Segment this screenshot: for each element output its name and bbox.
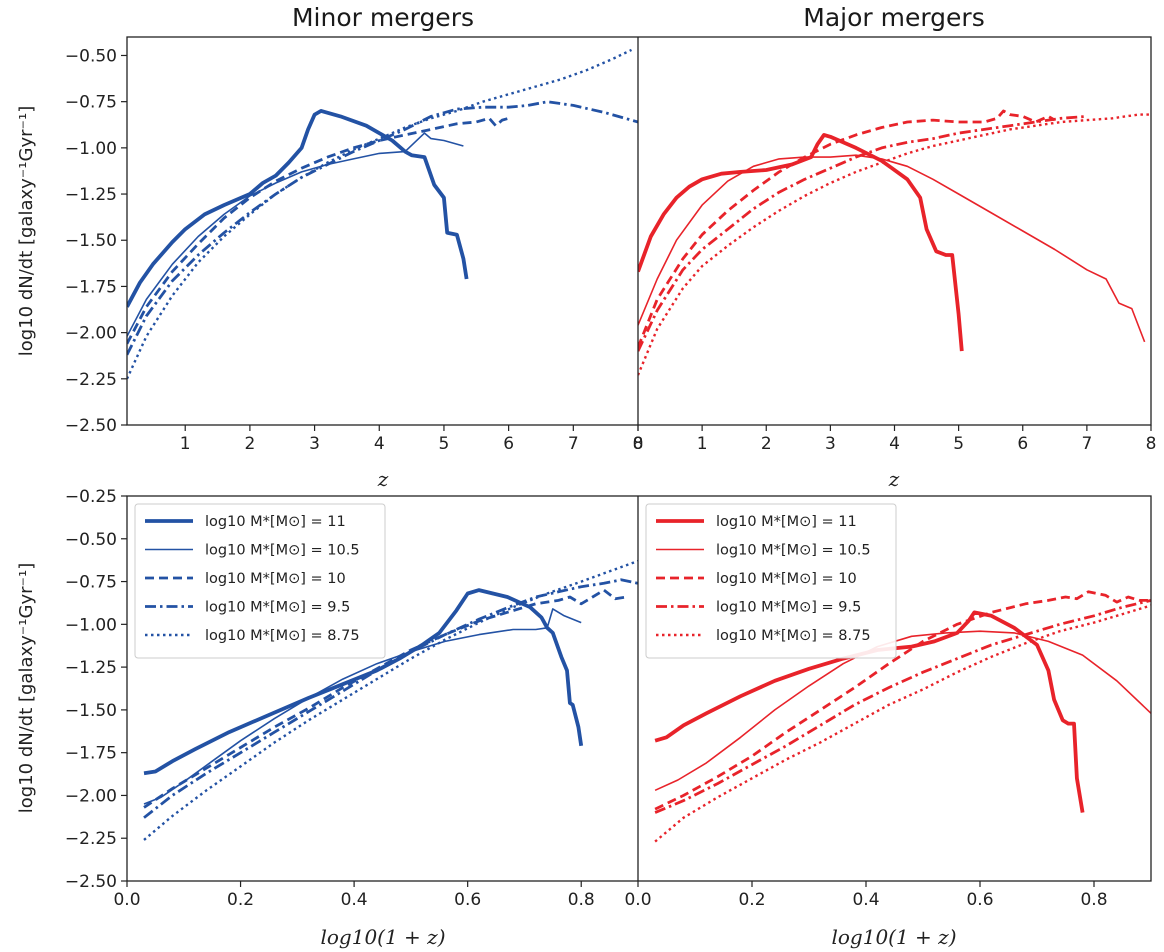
legend-box xyxy=(645,503,897,659)
series-line-3 xyxy=(638,109,1056,348)
x-tick-label: 0.6 xyxy=(454,890,481,910)
x-tick-label: 0.8 xyxy=(568,890,595,910)
series-line-2 xyxy=(143,608,582,805)
y-tick-label: −0.50 xyxy=(65,46,117,66)
y-tick-label: −2.00 xyxy=(65,786,117,806)
y-tick-label: −0.25 xyxy=(65,487,117,507)
x-tick-label: 0.2 xyxy=(227,890,254,910)
panel-minor-logz: 0.0 0.2 0.4 0.6 0.8 −2.50 −2.25 −2.00 −1.75 −1.50… xyxy=(65,487,638,910)
legend-label-2: log10 M*[M⊙] = 10.5 xyxy=(716,543,871,559)
x-tick-label: 0.6 xyxy=(966,890,993,910)
x-tick-label: 2 xyxy=(761,434,772,454)
x-tick-label: 4 xyxy=(374,434,385,454)
x-axis-label-top-right: z xyxy=(888,467,900,491)
y-tick-label: −1.25 xyxy=(65,185,117,205)
x-tick-label: 0.4 xyxy=(852,890,879,910)
title-major-mergers: Major mergers xyxy=(803,3,984,32)
y-tick-label: −2.50 xyxy=(65,416,117,436)
series-group xyxy=(638,109,1151,376)
x-tick-label: 2 xyxy=(244,434,255,454)
series-line-2 xyxy=(638,154,1146,343)
x-tick-label: 0.0 xyxy=(113,890,140,910)
series-line-4 xyxy=(143,578,638,819)
x-tick-label: 7 xyxy=(568,434,579,454)
series-line-1 xyxy=(654,610,1085,813)
series-line-3 xyxy=(127,116,509,345)
x-tick-label: 0.2 xyxy=(738,890,765,910)
x-tick-label: 4 xyxy=(889,434,900,454)
x-tick-label: 0 xyxy=(633,434,644,454)
series-group xyxy=(127,48,638,380)
legend-minor-logz: log10 M*[M⊙] = 11 log10 M*[M⊙] = 10.5 log1… xyxy=(134,503,386,659)
panel-minor-z: 1 2 3 4 5 6 7 8 −2.50 −2.25 −2.00 −1.75 −1.50 −1.25 −1… xyxy=(65,46,644,454)
x-tick-label: 7 xyxy=(1081,434,1092,454)
panel-major-z: 0 1 2 3 4 5 6 7 8 xyxy=(633,109,1157,454)
series-line-1 xyxy=(143,588,584,776)
title-minor-mergers: Minor mergers xyxy=(292,3,474,32)
x-tick-label: 5 xyxy=(439,434,450,454)
y-tick-label: −2.50 xyxy=(65,872,117,892)
y-tick-label: −1.50 xyxy=(65,231,117,251)
axes-frame-top xyxy=(126,36,1152,426)
series-line-4 xyxy=(127,100,638,356)
y-tick-label: −1.50 xyxy=(65,701,117,721)
legends: log10 M*[M⊙] = 11 log10 M*[M⊙] = 10.5 log1… xyxy=(134,503,897,659)
y-tick-label: −0.75 xyxy=(65,573,117,593)
x-tick-label: 3 xyxy=(309,434,320,454)
series-line-2 xyxy=(127,132,464,337)
series-line-5 xyxy=(143,559,638,841)
x-axis-label-bottom-left: log10(1 + z) xyxy=(320,925,445,949)
series-line-1 xyxy=(638,133,964,352)
x-tick-label: 8 xyxy=(633,434,644,454)
legend-label-3: log10 M*[M⊙] = 10 xyxy=(716,571,857,587)
legend-major-logz: log10 M*[M⊙] = 11 log10 M*[M⊙] = 10.5 log1… xyxy=(645,503,897,659)
series-line-4 xyxy=(638,115,1088,352)
y-tick-label: −2.25 xyxy=(65,370,117,390)
x-tick-label: 1 xyxy=(180,434,191,454)
y-axis-label-bottom: log10 dN/dt [galaxy⁻¹Gyr⁻¹] xyxy=(16,563,37,814)
x-tick-label: 5 xyxy=(953,434,964,454)
y-tick-label: −1.25 xyxy=(65,658,117,678)
legend-label-1: log10 M*[M⊙] = 11 xyxy=(205,514,346,530)
series-line-4 xyxy=(654,599,1151,814)
legend-label-4: log10 M*[M⊙] = 9.5 xyxy=(716,600,861,616)
x-axis-label-top-left: z xyxy=(377,467,389,491)
legend-label-4: log10 M*[M⊙] = 9.5 xyxy=(205,600,350,616)
y-tick-label: −0.75 xyxy=(65,93,117,113)
x-tick-label: 6 xyxy=(1017,434,1028,454)
series-line-5 xyxy=(654,604,1151,843)
series-line-5 xyxy=(638,113,1151,376)
y-tick-label: −2.00 xyxy=(65,324,117,344)
x-tick-label: 1 xyxy=(697,434,708,454)
axes-frame-bottom xyxy=(126,495,1152,882)
legend-label-5: log10 M*[M⊙] = 8.75 xyxy=(716,628,871,644)
plot-area: 1 2 3 4 5 6 7 8 −2.50 −2.25 −2.00 −1.75 −1.50 −1.25 −1… xyxy=(65,46,1157,910)
x-tick-label: 6 xyxy=(503,434,514,454)
y-tick-label: −0.50 xyxy=(65,530,117,550)
y-axis-label-top: log10 dN/dt [galaxy⁻¹Gyr⁻¹] xyxy=(16,106,37,357)
x-tick-label: 0.8 xyxy=(1080,890,1107,910)
legend-label-2: log10 M*[M⊙] = 10.5 xyxy=(205,543,360,559)
legend-label-3: log10 M*[M⊙] = 10 xyxy=(205,571,346,587)
x-tick-label: 0.0 xyxy=(624,890,651,910)
x-tick-label: 3 xyxy=(825,434,836,454)
y-tick-label: −1.00 xyxy=(65,615,117,635)
y-tick-label: −2.25 xyxy=(65,829,117,849)
legend-label-5: log10 M*[M⊙] = 8.75 xyxy=(205,628,360,644)
x-tick-label: 8 xyxy=(1146,434,1157,454)
y-tick-label: −1.75 xyxy=(65,744,117,764)
x-axis-label-bottom-right: log10(1 + z) xyxy=(831,925,956,949)
y-tick-label: −1.75 xyxy=(65,277,117,297)
series-line-1 xyxy=(127,109,469,308)
y-tick-label: −1.00 xyxy=(65,139,117,159)
x-tick-label: 0.4 xyxy=(341,890,368,910)
legend-box xyxy=(134,503,386,659)
legend-label-1: log10 M*[M⊙] = 11 xyxy=(716,514,857,530)
series-group xyxy=(143,559,638,841)
